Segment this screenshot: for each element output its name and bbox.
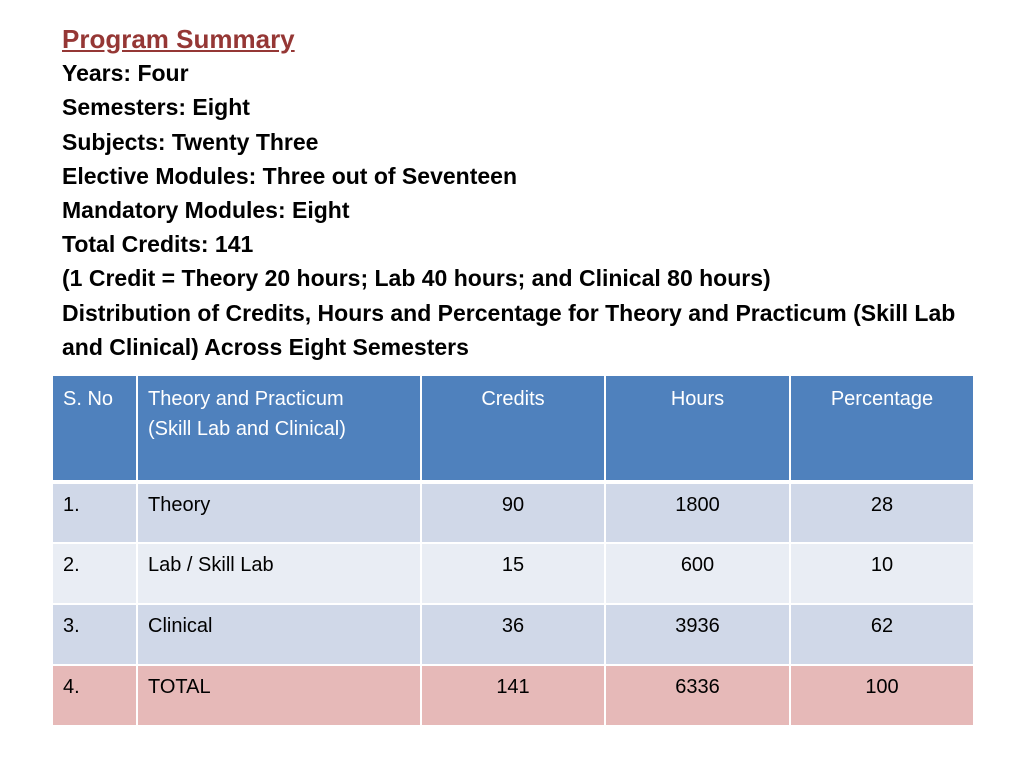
header-percentage: Percentage: [789, 374, 975, 484]
cell-component: TOTAL: [136, 664, 422, 727]
header-component-line2: (Skill Lab and Clinical): [148, 418, 346, 440]
cell-sno: 4.: [51, 664, 138, 727]
page-title: Program Summary: [62, 24, 295, 54]
header-credits: Credits: [420, 374, 606, 484]
cell-hours: 600: [604, 542, 791, 605]
cell-credits: 141: [420, 664, 606, 727]
header-component-line1: Theory and Practicum: [148, 388, 344, 410]
table-header-row: S. No Theory and Practicum (Skill Lab an…: [51, 374, 975, 484]
cell-percentage: 62: [789, 603, 975, 666]
years-line: Years: Four: [62, 60, 189, 87]
header-sno: S. No: [51, 374, 138, 484]
semesters-line: Semesters: Eight: [62, 94, 250, 121]
table-row: 2. Lab / Skill Lab 15 600 10: [51, 542, 975, 605]
credits-distribution-table: S. No Theory and Practicum (Skill Lab an…: [51, 374, 975, 727]
header-hours: Hours: [604, 374, 791, 484]
table-row-total: 4. TOTAL 141 6336 100: [51, 664, 975, 727]
cell-credits: 15: [420, 542, 606, 605]
subjects-line: Subjects: Twenty Three: [62, 128, 319, 155]
header-component: Theory and Practicum (Skill Lab and Clin…: [136, 374, 422, 484]
cell-component: Theory: [136, 481, 422, 544]
cell-percentage: 10: [789, 542, 975, 605]
program-summary-block: Program Summary Years: Four Semesters: E…: [62, 22, 982, 364]
table-caption: Distribution of Credits, Hours and Perce…: [62, 299, 956, 360]
cell-sno: 2.: [51, 542, 138, 605]
cell-component: Lab / Skill Lab: [136, 542, 422, 605]
elective-modules-line: Elective Modules: Three out of Seventeen: [62, 162, 517, 189]
mandatory-modules-line: Mandatory Modules: Eight: [62, 197, 350, 224]
cell-credits: 90: [420, 481, 606, 544]
cell-component: Clinical: [136, 603, 422, 666]
cell-credits: 36: [420, 603, 606, 666]
cell-percentage: 100: [789, 664, 975, 727]
cell-hours: 1800: [604, 481, 791, 544]
total-credits-line: Total Credits: 141: [62, 231, 254, 258]
cell-sno: 3.: [51, 603, 138, 666]
table-row: 1. Theory 90 1800 28: [51, 481, 975, 544]
cell-percentage: 28: [789, 481, 975, 544]
table-row: 3. Clinical 36 3936 62: [51, 603, 975, 666]
cell-hours: 3936: [604, 603, 791, 666]
cell-sno: 1.: [51, 481, 138, 544]
cell-hours: 6336: [604, 664, 791, 727]
credit-definition-line: (1 Credit = Theory 20 hours; Lab 40 hour…: [62, 265, 771, 292]
